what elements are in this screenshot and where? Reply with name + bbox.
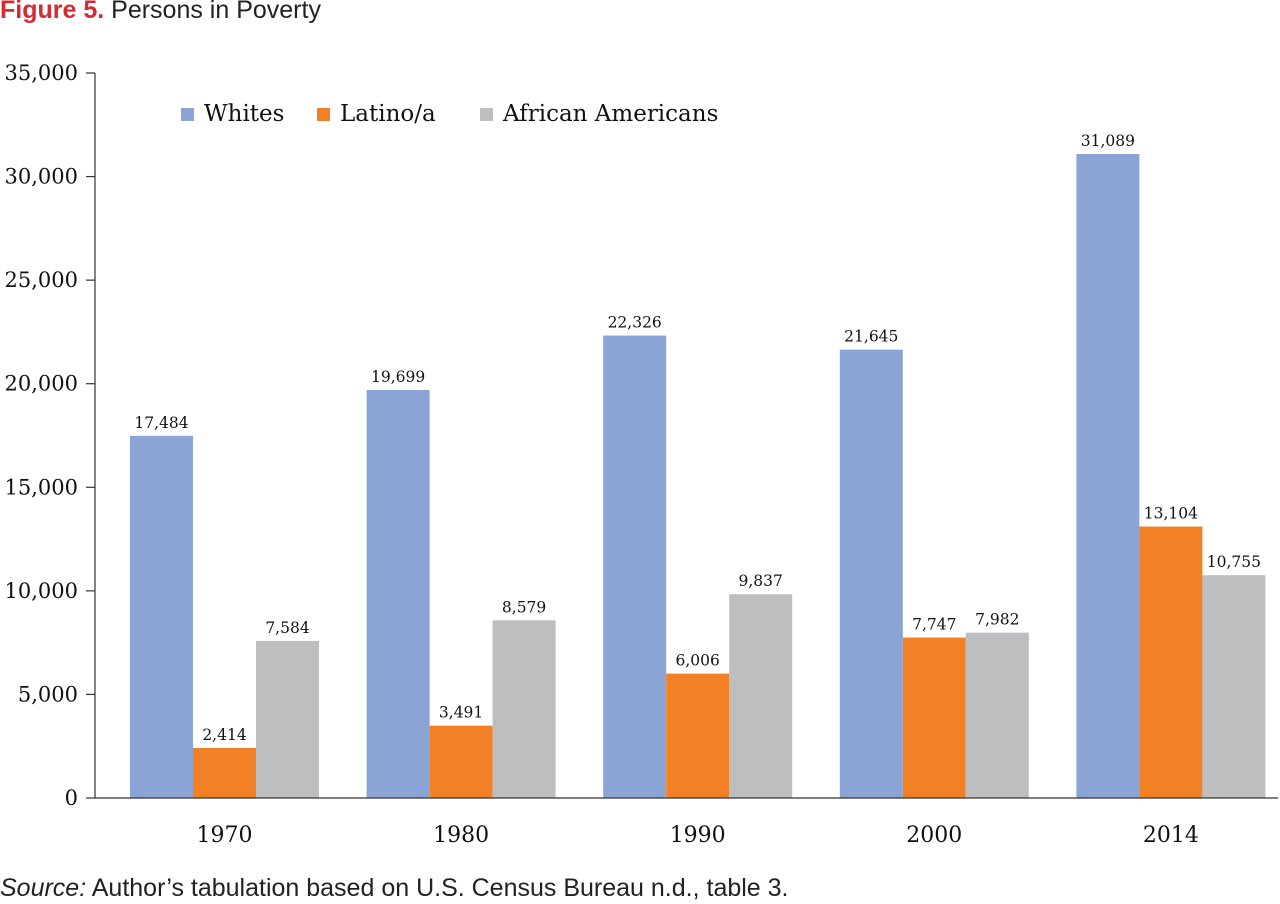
bar	[729, 594, 793, 798]
bar	[429, 725, 493, 798]
bar	[1202, 575, 1266, 798]
figure-title: Figure 5. Persons in Poverty	[0, 0, 321, 25]
legend-swatch	[480, 108, 493, 121]
y-tick-label: 0	[65, 786, 78, 810]
x-tick-label: 1980	[433, 823, 489, 848]
data-label: 21,645	[844, 328, 898, 346]
data-label: 2,414	[202, 726, 247, 744]
legend-label: African Americans	[502, 101, 718, 127]
source-note: Source: Author’s tabulation based on U.S…	[0, 874, 789, 903]
data-label: 8,579	[502, 598, 546, 616]
data-label: 7,982	[975, 611, 1019, 629]
data-label: 22,326	[608, 314, 662, 332]
bar	[193, 747, 256, 798]
x-tick-label: 2014	[1143, 823, 1199, 848]
y-tick-label: 35,000	[5, 61, 78, 85]
data-label: 9,837	[739, 572, 783, 590]
bar	[1139, 526, 1203, 798]
legend-swatch	[317, 108, 330, 121]
data-label: 31,089	[1081, 132, 1135, 150]
x-tick-label: 2000	[906, 823, 962, 848]
bar	[965, 632, 1029, 798]
figure-label: Figure 5.	[0, 0, 105, 24]
y-tick-label: 15,000	[5, 475, 78, 499]
bar	[902, 637, 966, 798]
y-tick-label: 30,000	[5, 165, 78, 189]
data-label: 17,484	[134, 414, 188, 432]
legend-label: Latino/a	[340, 101, 436, 127]
y-tick-label: 20,000	[5, 372, 78, 396]
data-label: 7,747	[912, 616, 956, 634]
data-label: 7,584	[265, 619, 310, 637]
source-label: Source:	[0, 874, 87, 902]
y-tick-label: 25,000	[5, 268, 78, 292]
data-label: 6,006	[676, 652, 720, 670]
bar-chart: 0 5,000 10,000 15,000 20,000 25,000 30,000 35,0…	[5, 61, 1278, 848]
figure-title-text: Persons in Poverty	[111, 0, 321, 24]
x-tick-label: 1970	[197, 823, 253, 848]
data-label: 19,699	[371, 368, 425, 386]
y-tick-label: 5,000	[18, 682, 78, 706]
data-label: 3,491	[439, 704, 483, 722]
bar	[839, 349, 903, 798]
bar	[366, 389, 430, 798]
bar	[1076, 154, 1140, 799]
legend-label: Whites	[204, 101, 284, 127]
data-label: 13,104	[1144, 505, 1198, 523]
source-text: Author’s tabulation based on U.S. Census…	[91, 874, 789, 902]
legend-swatch	[181, 108, 194, 121]
bar	[492, 620, 556, 798]
data-label: 10,755	[1207, 553, 1261, 571]
bar	[256, 640, 319, 798]
bar	[603, 335, 667, 798]
bar	[130, 435, 193, 798]
x-tick-label: 1990	[670, 823, 726, 848]
y-tick-label: 10,000	[5, 579, 78, 603]
bar	[666, 673, 730, 798]
